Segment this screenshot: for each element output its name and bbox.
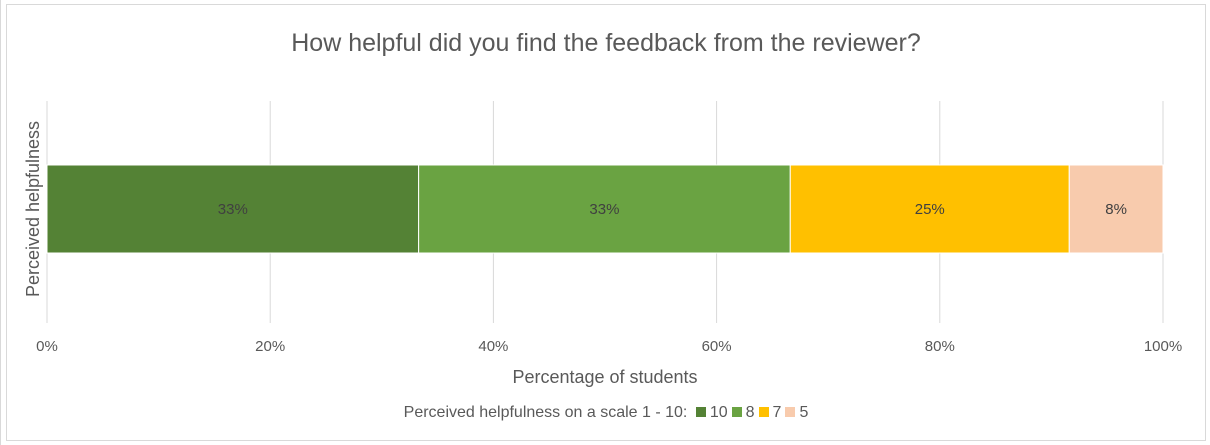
- legend-swatch: [731, 407, 742, 417]
- y-axis-label: Perceived helpfulness: [23, 121, 43, 297]
- x-tick-label: 100%: [1144, 338, 1182, 355]
- legend-swatch: [785, 407, 796, 417]
- legend-swatch: [695, 407, 706, 417]
- legend: Perceived helpfulness on a scale 1 - 10:…: [7, 404, 1205, 422]
- bar-segment-5: [1068, 164, 1164, 254]
- x-tick-label: 80%: [925, 338, 955, 355]
- legend-item-7: 7: [758, 404, 782, 422]
- plot-area: 33% 33% 25% 8% 0% 20% 40% 60% 80% 100% Percentag…: [23, 101, 1182, 387]
- legend-label: 10: [709, 404, 728, 421]
- bar-segment-7: [789, 164, 1070, 254]
- x-axis-ticks: 0% 20% 40% 60% 80% 100%: [36, 338, 1182, 355]
- chart-area[interactable]: How helpful did you find the feedback fr…: [6, 4, 1206, 441]
- x-axis-label: Percentage of students: [512, 367, 697, 387]
- data-label-7: 25%: [915, 201, 945, 218]
- legend-swatch: [758, 407, 769, 417]
- legend-label: 8: [745, 404, 755, 421]
- data-label-8: 33%: [589, 201, 619, 218]
- x-tick-label: 0%: [36, 338, 58, 355]
- legend-item-10: 10: [695, 404, 728, 422]
- legend-item-8: 8: [731, 404, 755, 422]
- x-tick-label: 20%: [255, 338, 285, 355]
- legend-title: Perceived helpfulness on a scale 1 - 10:: [403, 404, 688, 421]
- stacked-bar: [46, 164, 1164, 254]
- bar-segment-10: [46, 164, 420, 254]
- data-label-5: 8%: [1105, 201, 1127, 218]
- legend-items: 10 8 7 5: [692, 404, 808, 422]
- legend-label: 7: [772, 404, 782, 421]
- x-tick-label: 60%: [702, 338, 732, 355]
- legend-item-5: 5: [785, 404, 808, 422]
- data-label-10: 33%: [218, 201, 248, 218]
- legend-label: 5: [799, 404, 809, 421]
- chart-title: How helpful did you find the feedback fr…: [291, 29, 921, 57]
- x-tick-label: 40%: [478, 338, 508, 355]
- data-labels: 33% 33% 25% 8%: [218, 201, 1127, 218]
